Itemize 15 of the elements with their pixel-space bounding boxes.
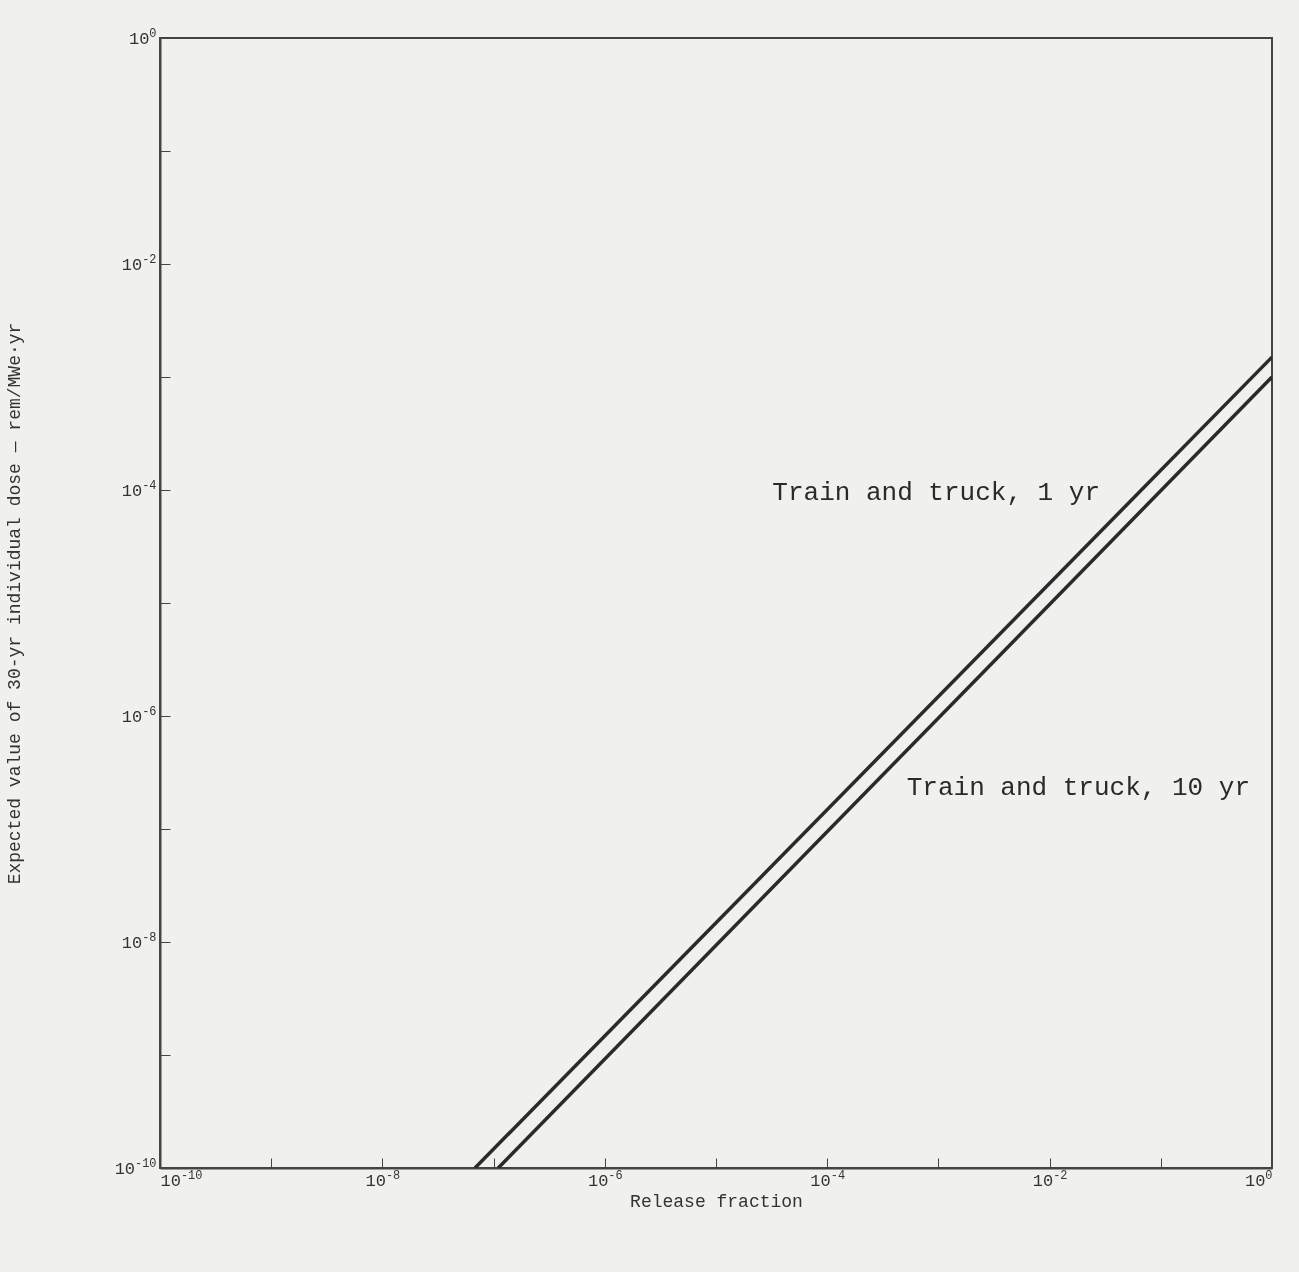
y-tick-label: 10$^{0}$ bbox=[128, 26, 157, 49]
series-label: Train and truck, 1 yr bbox=[772, 478, 1100, 509]
x-tick-label: 10$^{-2}$ bbox=[1032, 1168, 1068, 1191]
x-tick-label: 10$^{-10}$ bbox=[160, 1168, 203, 1191]
series-label: Train and truck, 10 yr bbox=[906, 773, 1250, 803]
x-tick-label: 10$^{0}$ bbox=[1244, 1168, 1273, 1191]
y-tick-label: 10$^{-2}$ bbox=[121, 252, 157, 275]
x-tick-label: 10$^{-8}$ bbox=[365, 1168, 401, 1191]
y-tick-label: 10$^{-6}$ bbox=[121, 704, 157, 727]
x-axis-title: Release fraction bbox=[630, 1191, 803, 1212]
x-tick-label: 10$^{-6}$ bbox=[587, 1168, 623, 1191]
y-tick-label: 10$^{-8}$ bbox=[121, 930, 157, 953]
y-axis-title: Expected value of 30-yr individual dose — rem/MWe·yr bbox=[5, 322, 26, 885]
y-tick-label: 10$^{-4}$ bbox=[121, 478, 157, 501]
x-tick-label: 10$^{-4}$ bbox=[810, 1168, 846, 1191]
